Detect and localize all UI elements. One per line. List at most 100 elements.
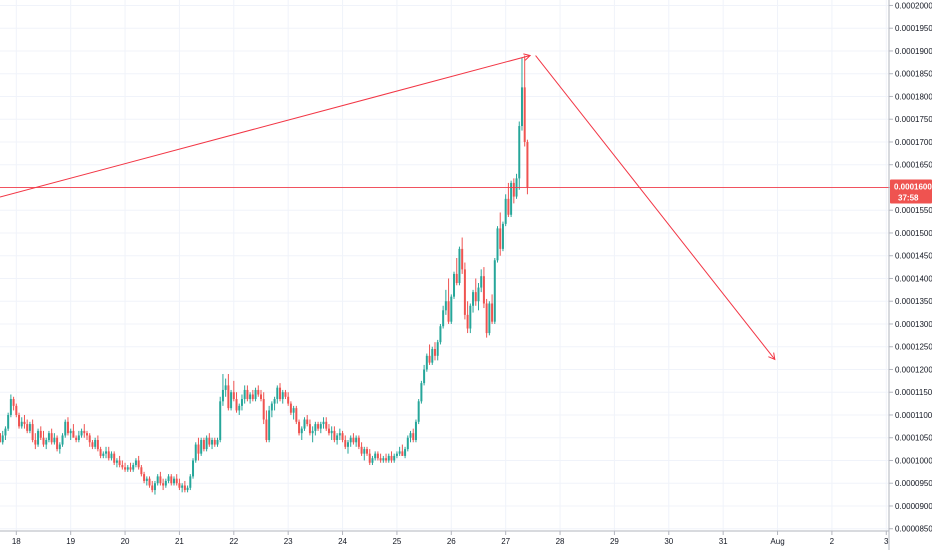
candle-body: [387, 455, 390, 461]
candle-body: [447, 301, 450, 322]
candle-body: [113, 453, 116, 463]
candle: [289, 401, 292, 415]
x-tick-label: 29: [610, 537, 619, 546]
candle-body: [126, 467, 129, 470]
candle-body: [496, 228, 499, 261]
candle-body: [428, 355, 431, 363]
candle: [37, 428, 40, 447]
candle-body: [129, 467, 132, 470]
candle: [401, 444, 404, 456]
candle-body: [9, 399, 12, 415]
candle-body: [439, 326, 442, 343]
candle: [450, 294, 453, 324]
candle-body: [395, 453, 398, 456]
candle-body: [243, 389, 246, 400]
candle: [23, 414, 26, 429]
candle: [360, 442, 363, 456]
candle-body: [23, 421, 26, 425]
candle-body: [254, 389, 257, 400]
candles: [0, 55, 529, 495]
candle: [512, 178, 515, 204]
candle-body: [472, 292, 475, 306]
candle-body: [510, 182, 513, 215]
candle: [238, 403, 241, 415]
candle: [379, 453, 382, 463]
candle: [444, 289, 447, 315]
candle: [186, 485, 189, 493]
candle: [333, 426, 336, 443]
candle-body: [360, 446, 363, 454]
candle: [15, 403, 18, 418]
candle-body: [37, 430, 40, 445]
candle: [433, 342, 436, 361]
x-tick-label: 27: [501, 537, 510, 546]
candle: [28, 421, 31, 434]
candle-body: [355, 437, 358, 443]
countdown-label: 37:58: [898, 193, 919, 202]
candle: [50, 428, 53, 445]
candle-body: [77, 435, 80, 440]
candle: [224, 378, 227, 397]
candle: [376, 451, 379, 461]
candle: [499, 212, 502, 256]
candle: [159, 471, 162, 486]
candle-body: [211, 439, 214, 445]
candle-body: [284, 392, 287, 397]
candle-body: [99, 449, 102, 456]
candle: [132, 462, 135, 472]
candle: [382, 455, 385, 463]
candle-body: [303, 419, 306, 429]
candle-body: [504, 198, 507, 224]
candle-body: [327, 428, 330, 434]
candle-body: [202, 439, 205, 450]
candle-body: [20, 421, 23, 427]
candle: [276, 385, 279, 404]
candle: [371, 455, 374, 466]
candle-body: [501, 223, 504, 249]
candle: [493, 257, 496, 324]
candle: [319, 421, 322, 434]
candle-body: [482, 276, 485, 304]
candle-body: [262, 399, 265, 420]
candle-body: [336, 435, 339, 440]
candle: [143, 471, 146, 484]
candle: [268, 405, 271, 443]
candle: [325, 417, 328, 431]
candle-body: [143, 474, 146, 481]
candle: [420, 380, 423, 404]
candle: [507, 182, 510, 218]
trend-line[interactable]: [535, 55, 776, 360]
candle: [463, 262, 466, 320]
candle-body: [281, 392, 284, 400]
candle-body: [183, 485, 186, 491]
candle-body: [200, 439, 203, 454]
candle: [211, 437, 214, 450]
time-axis[interactable]: 18 19 20 21 22 23 24 25 26 27 28 29 30 31 Aug 2 3: [12, 531, 889, 546]
candle: [439, 323, 442, 345]
candle-body: [34, 439, 37, 445]
candle-body: [401, 451, 404, 456]
candle-body: [167, 476, 170, 481]
candle-body: [520, 87, 523, 127]
candle: [94, 437, 97, 450]
candle: [181, 483, 184, 493]
candle-body: [289, 403, 292, 413]
candle-body: [102, 453, 105, 456]
candle: [488, 301, 491, 336]
candle-body: [56, 437, 59, 450]
trend-line[interactable]: [0, 55, 531, 198]
x-tick-label: 25: [392, 537, 401, 546]
grid-layer: [0, 0, 889, 531]
candle-body: [28, 424, 31, 431]
candle-body: [39, 430, 42, 438]
drawings[interactable]: [0, 53, 889, 361]
candle-body: [259, 394, 262, 400]
candle: [390, 451, 393, 463]
